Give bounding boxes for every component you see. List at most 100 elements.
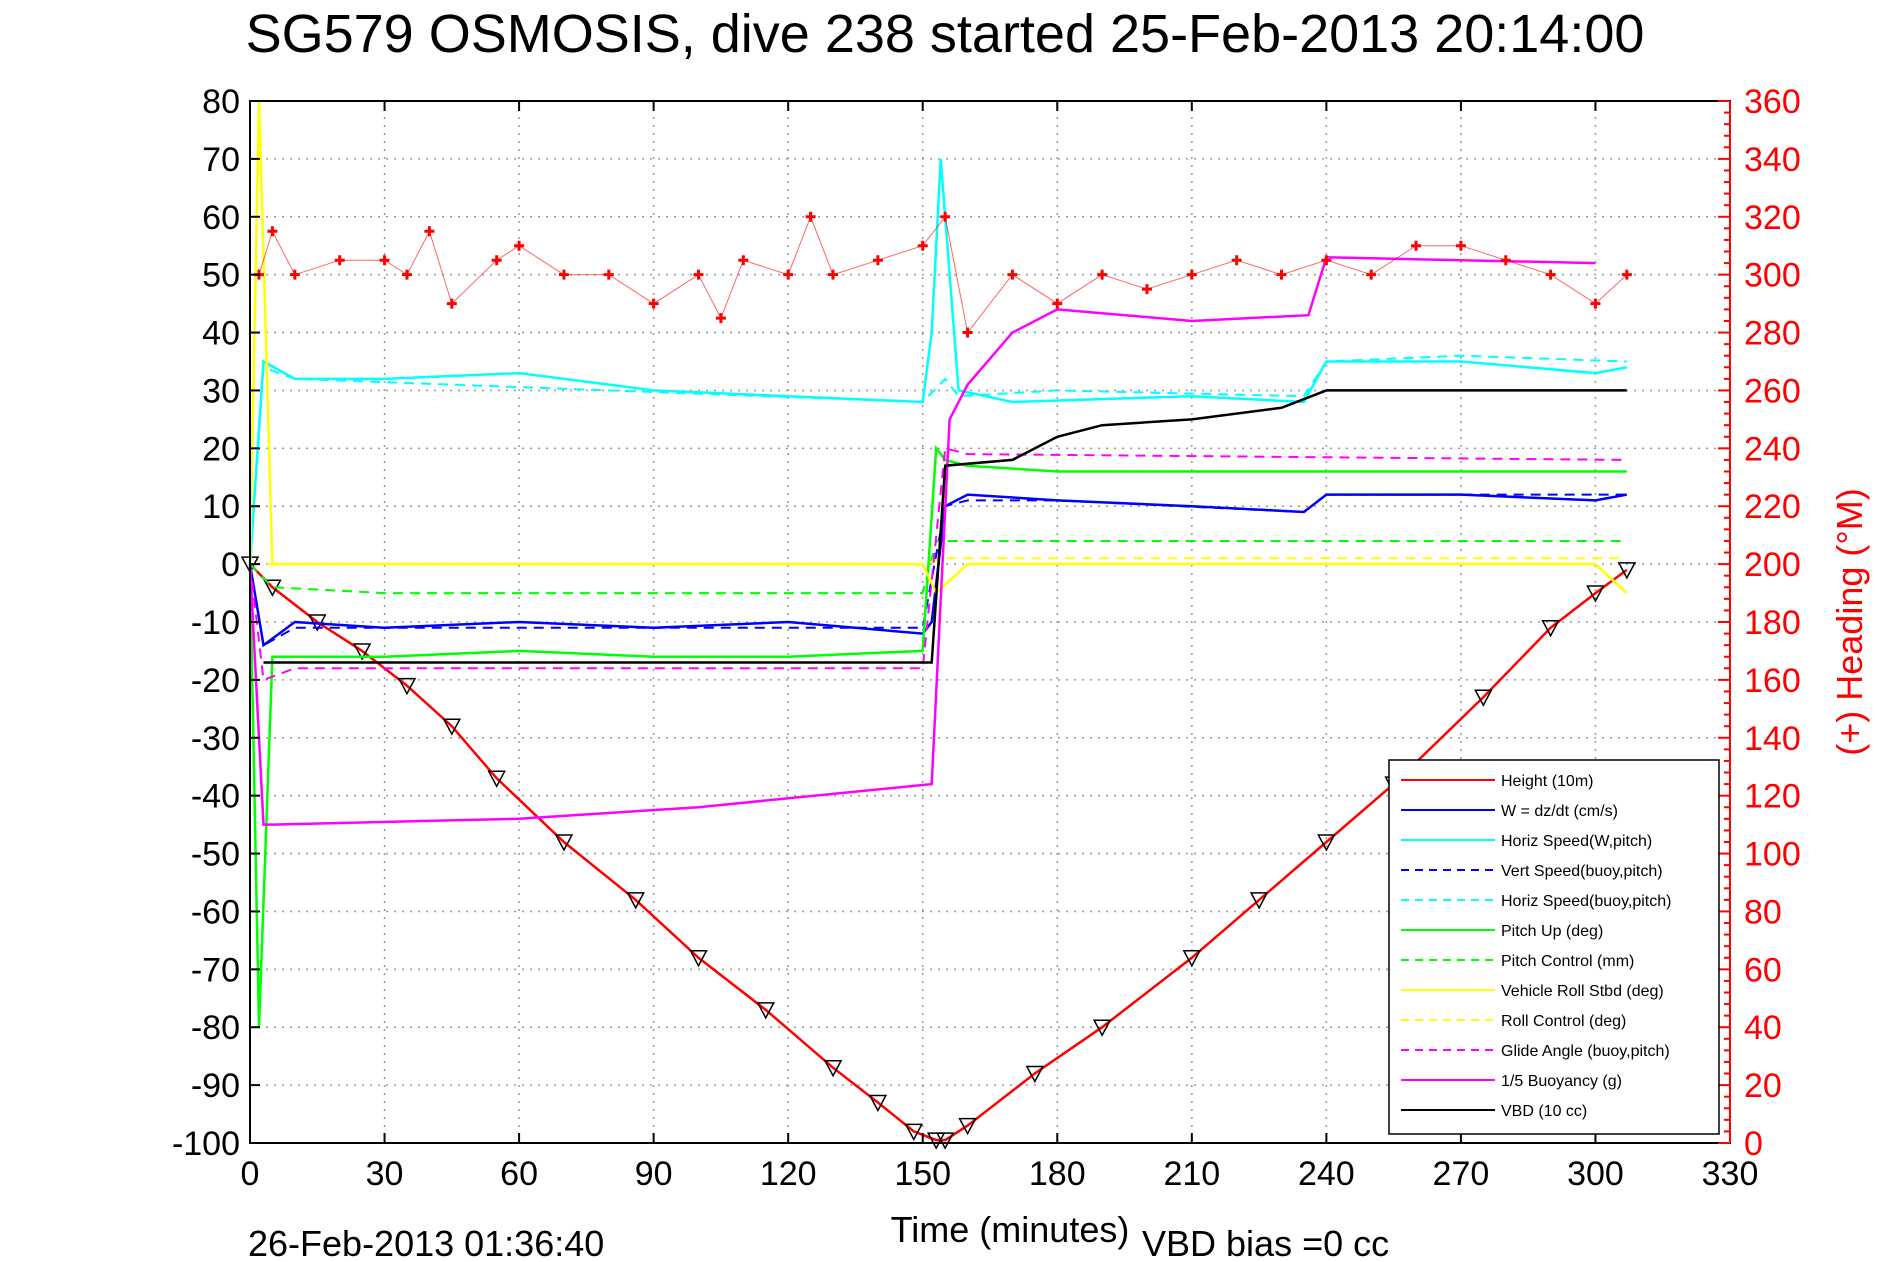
series-line-1-5-buoyancy-g xyxy=(248,256,1596,826)
y-tick-label: 20 xyxy=(202,430,240,468)
height-marker xyxy=(823,1059,843,1078)
legend-entry: Pitch Up (deg) xyxy=(1501,923,1603,940)
legend-box xyxy=(1388,759,1720,1135)
heading-point xyxy=(1590,298,1601,309)
height-marker xyxy=(904,1123,924,1142)
height-marker xyxy=(397,677,417,696)
series-line-heading xyxy=(258,215,1628,334)
heading-point xyxy=(514,240,525,251)
heading-point xyxy=(267,226,278,237)
heading-point xyxy=(1411,240,1422,251)
series-heading xyxy=(253,211,1632,338)
y2-axis-label: (+) Heading (°M) xyxy=(1829,488,1870,755)
y-tick-label: 60 xyxy=(202,199,240,237)
height-marker xyxy=(626,892,645,910)
x-tick-label: 180 xyxy=(1029,1155,1086,1193)
height-marker xyxy=(442,718,462,736)
heading-point xyxy=(491,255,502,266)
series-line-pitch-up-deg xyxy=(248,444,1627,1028)
y-tick-label: -10 xyxy=(191,604,240,642)
y-tick-label: -30 xyxy=(191,720,240,758)
x-tick-label: 60 xyxy=(500,1155,538,1193)
height-marker xyxy=(756,1002,776,1020)
y-tick-label: 80 xyxy=(202,83,240,121)
y-tick-label: -20 xyxy=(191,662,240,700)
y2-tick-label: 320 xyxy=(1744,199,1801,237)
heading-point xyxy=(1186,269,1197,280)
series-line-glide-angle-buoy-pitch xyxy=(249,447,1627,682)
legend-entry: Roll Control (deg) xyxy=(1501,1013,1626,1030)
x-tick-label: 270 xyxy=(1433,1155,1490,1193)
x-tick-label: 0 xyxy=(241,1155,260,1193)
heading-point xyxy=(401,269,412,280)
legend-entry: Glide Angle (buoy,pitch) xyxy=(1501,1043,1670,1060)
y2-tick-label: 100 xyxy=(1744,836,1801,874)
legend-entry: Vert Speed(buoy,pitch) xyxy=(1501,863,1663,880)
height-marker xyxy=(689,950,708,968)
heading-point xyxy=(1231,255,1242,266)
heading-point xyxy=(872,255,883,266)
heading-point xyxy=(917,240,928,251)
y2-tick-label: 360 xyxy=(1744,83,1801,121)
height-marker xyxy=(1092,1019,1112,1037)
legend-entry: Horiz Speed(W,pitch) xyxy=(1501,833,1652,850)
legend: Height (10m) W = dz/dt (cm/s) Horiz Speed(… xyxy=(1388,759,1720,1135)
heading-point xyxy=(603,269,614,280)
heading-point xyxy=(1500,255,1511,266)
y-tick-label: -50 xyxy=(191,836,240,874)
legend-entry: 1/5 Buoyancy (g) xyxy=(1501,1073,1622,1090)
heading-point xyxy=(1455,240,1466,251)
x-tick-label: 240 xyxy=(1298,1155,1355,1193)
y-tick-label: 10 xyxy=(202,488,240,526)
series-line-pitch-control-mm xyxy=(249,540,1627,595)
heading-point xyxy=(1097,269,1108,280)
legend-entry: Horiz Speed(buoy,pitch) xyxy=(1501,893,1671,910)
heading-point xyxy=(1007,269,1018,280)
x-tick-label: 300 xyxy=(1567,1155,1624,1193)
series-line-vehicle-roll-stbd-deg xyxy=(248,100,1628,596)
height-marker xyxy=(935,1132,955,1150)
series-layer xyxy=(240,100,1637,1150)
y-tick-label: 50 xyxy=(202,257,240,295)
y-tick-label: -60 xyxy=(191,893,240,931)
y2-tick-label: 140 xyxy=(1744,720,1801,758)
y2-tick-label: 40 xyxy=(1744,1009,1782,1047)
legend-entry: W = dz/dt (cm/s) xyxy=(1501,803,1618,820)
y-tick-label: 40 xyxy=(202,315,240,353)
height-marker xyxy=(1617,562,1637,580)
height-marker xyxy=(1317,834,1336,852)
series-line-roll-control-deg xyxy=(250,557,1627,566)
height-marker xyxy=(554,834,574,852)
end-timestamp: 26-Feb-2013 01:36:40 xyxy=(248,1223,604,1262)
y-tick-label: -80 xyxy=(191,1009,240,1047)
height-marker xyxy=(1025,1065,1045,1084)
y-tick-label: 0 xyxy=(221,546,240,584)
y2-tick-label: 160 xyxy=(1744,662,1801,700)
y2-tick-label: 0 xyxy=(1744,1125,1763,1163)
heading-point xyxy=(289,269,300,280)
x-tick-label: 90 xyxy=(635,1155,673,1193)
height-marker xyxy=(868,1094,888,1113)
height-marker xyxy=(352,643,372,661)
legend-entry: Pitch Control (mm) xyxy=(1501,953,1634,970)
y2-tick-label: 240 xyxy=(1744,430,1801,468)
heading-point xyxy=(805,211,816,222)
heading-point xyxy=(1276,269,1287,280)
heading-point xyxy=(424,226,435,237)
y-tick-label: 70 xyxy=(202,141,240,179)
y2-tick-label: 60 xyxy=(1744,951,1782,989)
heading-point xyxy=(446,298,457,309)
heading-point xyxy=(783,269,794,280)
series-line-vert-speed-buoy-pitch xyxy=(249,493,1627,647)
heading-point xyxy=(693,269,704,280)
y2-tick-label: 300 xyxy=(1744,257,1801,295)
height-marker xyxy=(1586,585,1605,603)
series-line-vbd-10-cc xyxy=(263,389,1627,664)
heading-point xyxy=(1545,269,1556,280)
heading-point xyxy=(648,298,659,309)
heading-point xyxy=(1321,255,1332,266)
y-tick-label: -90 xyxy=(191,1067,240,1105)
height-marker xyxy=(926,1132,946,1150)
height-marker xyxy=(1249,892,1269,910)
